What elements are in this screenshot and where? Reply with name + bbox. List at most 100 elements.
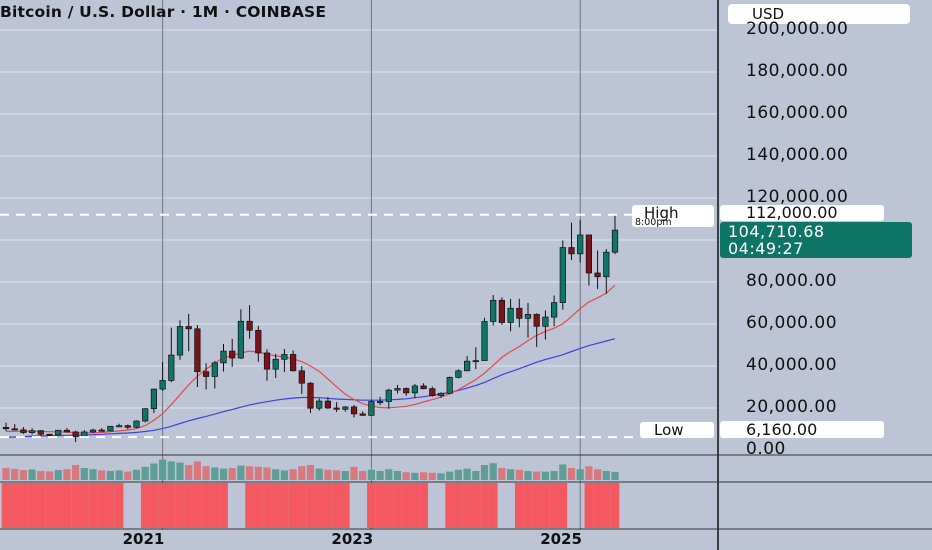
candle-68[interactable] <box>594 250 601 290</box>
candle-43[interactable] <box>377 396 384 406</box>
candle-10[interactable] <box>89 428 97 433</box>
ma-fast-line <box>5 284 616 434</box>
candle-37[interactable] <box>324 397 331 409</box>
currency-selector[interactable]: USD <box>728 4 910 24</box>
candle-28[interactable] <box>246 305 253 339</box>
candle-31[interactable] <box>272 353 279 378</box>
candle-35[interactable] <box>307 381 314 414</box>
candle-58[interactable] <box>507 299 514 332</box>
candle-34[interactable] <box>298 366 305 394</box>
candle-22[interactable] <box>194 325 201 387</box>
candle-41[interactable] <box>359 411 366 416</box>
candle-body-47 <box>411 385 418 394</box>
volume-bar-5 <box>45 471 54 480</box>
candle-3[interactable] <box>29 428 36 435</box>
candle-5[interactable] <box>46 433 53 437</box>
candle-36[interactable] <box>316 398 323 411</box>
candle-23[interactable] <box>203 363 210 390</box>
candle-40[interactable] <box>350 404 358 418</box>
candle-17[interactable] <box>150 388 157 414</box>
candle-30[interactable] <box>263 349 271 381</box>
candle-16[interactable] <box>142 408 149 423</box>
candle-42[interactable] <box>368 399 375 416</box>
candle-4[interactable] <box>37 430 44 437</box>
candle-body-54 <box>472 360 479 363</box>
candle-9[interactable] <box>81 430 88 437</box>
candle-12[interactable] <box>107 425 114 432</box>
y-tick-label: 0.00 <box>746 439 786 459</box>
candle-8[interactable] <box>72 430 79 443</box>
candle-64[interactable] <box>559 240 566 310</box>
last-price-value: 104,710.68 <box>728 222 825 241</box>
candle-51[interactable] <box>446 376 453 395</box>
candle-65[interactable] <box>568 222 575 260</box>
candle-66[interactable] <box>577 219 584 263</box>
volume-bar-49 <box>428 472 436 480</box>
candle-24[interactable] <box>211 360 218 389</box>
candle-54[interactable] <box>472 347 479 370</box>
candle-50[interactable] <box>437 392 445 398</box>
candle-46[interactable] <box>403 387 410 396</box>
candle-27[interactable] <box>237 309 244 360</box>
candle-body-68 <box>594 272 601 278</box>
candle-body-51 <box>446 376 453 394</box>
candle-11[interactable] <box>98 428 105 432</box>
candle-67[interactable] <box>585 234 593 286</box>
volume-bar-6 <box>54 470 62 480</box>
volume-bar-4 <box>37 471 45 480</box>
candle-39[interactable] <box>342 406 349 412</box>
candle-body-42 <box>368 401 375 416</box>
candle-57[interactable] <box>498 297 505 325</box>
candle-33[interactable] <box>290 350 297 372</box>
candle-63[interactable] <box>550 295 558 327</box>
candle-7[interactable] <box>63 427 71 433</box>
candle-body-5 <box>46 433 53 436</box>
candle-25[interactable] <box>220 343 227 372</box>
volume-bar-54 <box>472 471 480 480</box>
volume-bar-16 <box>141 466 149 480</box>
volume-bar-13 <box>115 470 123 480</box>
candle-32[interactable] <box>281 348 288 372</box>
candle-18[interactable] <box>159 362 166 391</box>
candle-62[interactable] <box>542 310 549 340</box>
candle-44[interactable] <box>385 388 392 409</box>
candle-26[interactable] <box>229 338 236 367</box>
candle-21[interactable] <box>185 313 192 352</box>
candle-0[interactable] <box>2 422 10 431</box>
candle-56[interactable] <box>490 295 497 326</box>
volume-bar-47 <box>411 472 419 480</box>
candle-2[interactable] <box>20 427 27 434</box>
candle-47[interactable] <box>411 384 418 398</box>
volume-bar-65 <box>567 468 576 480</box>
candle-19[interactable] <box>168 327 175 383</box>
histogram-bar-48 <box>419 483 428 528</box>
candle-52[interactable] <box>455 369 462 379</box>
candle-69[interactable] <box>603 249 610 294</box>
candle-49[interactable] <box>429 386 436 397</box>
candle-60[interactable] <box>524 303 532 338</box>
candle-6[interactable] <box>55 429 62 436</box>
candle-48[interactable] <box>420 383 427 390</box>
candle-53[interactable] <box>464 356 471 372</box>
candle-70[interactable] <box>611 214 619 255</box>
chart-title: Bitcoin / U.S. Dollar · 1M · COINBASE <box>0 3 327 21</box>
candle-59[interactable] <box>516 298 523 328</box>
candle-20[interactable] <box>176 320 184 360</box>
histogram-bar-43 <box>375 483 385 528</box>
candle-29[interactable] <box>255 325 262 362</box>
candle-body-15 <box>133 420 140 428</box>
candle-body-18 <box>159 380 166 390</box>
candle-14[interactable] <box>124 424 131 430</box>
volume-bar-24 <box>211 467 219 480</box>
candle-13[interactable] <box>115 423 123 428</box>
candle-38[interactable] <box>333 402 340 412</box>
candle-55[interactable] <box>481 317 488 361</box>
candle-61[interactable] <box>533 313 540 347</box>
candle-1[interactable] <box>11 424 18 431</box>
candle-15[interactable] <box>133 420 140 429</box>
volume-bar-63 <box>550 471 558 480</box>
candle-45[interactable] <box>394 384 401 394</box>
candle-body-45 <box>394 388 401 391</box>
histogram-bar-47 <box>410 483 420 528</box>
